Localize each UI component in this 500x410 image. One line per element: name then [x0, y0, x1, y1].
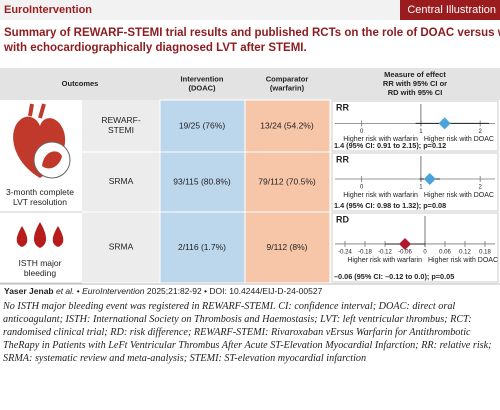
tick-label: 1 — [419, 129, 423, 135]
table-header-bg — [0, 68, 500, 100]
column-header-line: (warfarin) — [270, 83, 305, 92]
outcome: 3-month complete LVT resolution — [6, 187, 74, 207]
column-header-line: (DOAC) — [188, 83, 216, 92]
hint-right: Higher risk with DOAC — [424, 192, 494, 199]
heart-icon — [13, 103, 71, 179]
source-line: SRMA — [109, 176, 134, 186]
tick-label: -0.18 — [358, 250, 372, 256]
intervention-value: 2/116 (1.7%) — [178, 242, 226, 252]
result: 1.4 (95% CI: 0.98 to 1.32); p=0.08 — [334, 201, 446, 210]
tick-label: -0.24 — [338, 250, 352, 256]
outcome-line: ISTH major — [19, 258, 62, 268]
intervention-cell — [159, 151, 246, 213]
hint-right: Higher risk with DOAC — [428, 257, 498, 264]
measure-label: RR — [336, 102, 349, 112]
intervention-cell — [159, 99, 246, 153]
column-header-line: Outcomes — [62, 79, 99, 88]
tick-label: 0.18 — [479, 250, 491, 256]
title-line: Summary of REWARF-STEMI trial results an… — [4, 27, 500, 39]
header-label: Central Illustration — [407, 4, 496, 16]
tick-label: 0 — [360, 129, 364, 135]
citation-author: Yaser Jenab — [4, 286, 54, 296]
column-header: Outcomes — [62, 79, 99, 88]
blood-drops-icon — [16, 222, 64, 248]
tick-label: 0 — [360, 185, 364, 191]
source: SRMA — [109, 242, 134, 252]
outcome-line: LVT resolution — [13, 197, 67, 207]
column-header: Comparator (warfarin) — [266, 74, 309, 92]
title-line: with echocardiographically diagnosed LVT… — [3, 42, 307, 54]
header-label-bg — [400, 0, 500, 20]
column-header-line: Intervention — [181, 74, 224, 83]
column-header-line: Measure of effect — [384, 70, 446, 79]
column-header-line: RD with 95% CI — [388, 88, 443, 97]
citation-journal: EuroIntervention — [82, 286, 145, 296]
estimate-marker — [399, 237, 411, 250]
tick-label: -0.12 — [378, 250, 392, 256]
citation-ref: 2025;21:82-92 • DOI: 10.4244/EIJ-D-24-00… — [145, 286, 323, 296]
hint-left: Higher risk with warfarin — [347, 257, 422, 264]
column-header: Intervention (DOAC) — [181, 74, 224, 92]
comparator-cell — [244, 151, 331, 213]
plot-cell — [331, 212, 499, 283]
comparator-value: 13/24 (54.2%) — [260, 120, 314, 130]
hint-left: Higher risk with warfarin — [343, 192, 418, 199]
comparator-value: 9/112 (8%) — [267, 242, 308, 252]
outcome-line: bleeding — [24, 268, 56, 278]
hint-left: Higher risk with warfarin — [343, 136, 418, 143]
plot-cell — [331, 100, 499, 152]
outcome-line: 3-month complete — [6, 187, 74, 197]
estimate-marker — [438, 117, 451, 130]
source-line: REWARF- — [101, 115, 141, 125]
citation: Yaser Jenab et al. • EuroIntervention 20… — [4, 286, 323, 296]
plot-cell — [331, 152, 499, 212]
tick-label: -0.06 — [398, 250, 412, 256]
citation-etal: et al. — [54, 286, 75, 296]
column-header-line: Comparator — [266, 74, 309, 83]
source: SRMA — [109, 176, 134, 186]
brand: EuroIntervention — [4, 4, 92, 16]
tick-label: 0 — [423, 250, 427, 256]
intervention-value: 93/115 (80.8%) — [173, 176, 231, 186]
tick-label: 0.06 — [439, 250, 451, 256]
hint-right: Higher risk with DOAC — [424, 136, 494, 143]
column-header: Measure of effect RR with 95% CI or RD wit… — [383, 70, 447, 97]
title: Summary of REWARF-STEMI trial results an… — [3, 27, 500, 54]
source-line: STEMI — [108, 125, 134, 135]
source: REWARF-STEMI — [101, 115, 141, 135]
header-bar — [0, 0, 500, 20]
tick-label: 0.12 — [459, 250, 471, 256]
source-column-bg — [82, 100, 160, 283]
source-line: SRMA — [109, 242, 134, 252]
outcome: ISTH major bleeding — [19, 258, 62, 278]
comparator-cell — [244, 211, 331, 284]
tick-label: 1 — [419, 185, 423, 191]
measure-label: RR — [336, 154, 349, 164]
result: 1.4 (95% CI: 0.91 to 2.15); p=0.12 — [334, 141, 446, 150]
intervention-value: 19/25 (76%) — [179, 120, 225, 130]
tick-label: 2 — [479, 129, 483, 135]
illustration: EuroIntervention Central Illustration Su… — [0, 0, 500, 296]
column-header-line: RR with 95% CI or — [383, 79, 447, 88]
measure-label: RD — [336, 214, 349, 224]
result: –0.06 (95% CI: –0.12 to 0.0); p=0.05 — [334, 272, 454, 281]
estimate-marker — [423, 173, 436, 185]
caption: No ISTH major bleeding event was registe… — [3, 301, 492, 364]
tick-label: 2 — [479, 185, 483, 191]
comparator-value: 79/112 (70.5%) — [258, 176, 316, 186]
citation-sep1: • — [74, 286, 82, 296]
